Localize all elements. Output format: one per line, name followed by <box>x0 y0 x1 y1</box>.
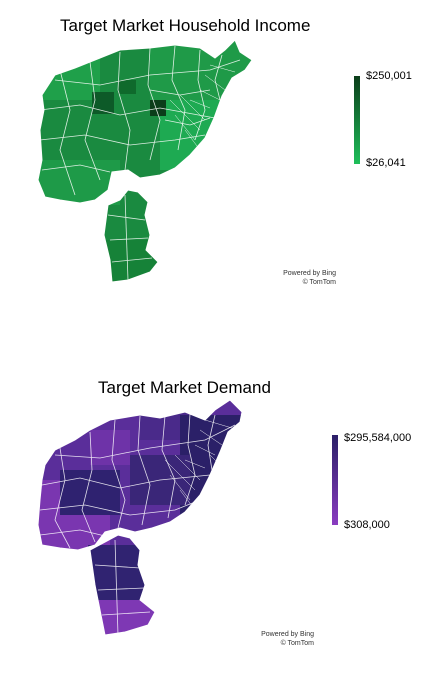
income-attribution-copyright: © TomTom <box>302 279 336 286</box>
income-map-title: Target Market Household Income <box>60 16 311 35</box>
demand-legend-max-label: $295,584,000 <box>344 432 412 444</box>
income-map[interactable] <box>0 0 428 320</box>
income-legend-min-label: $26,041 <box>366 157 406 169</box>
demand-legend-min-label: $308,000 <box>344 519 390 531</box>
demand-map-panel: Target Market Demand <box>0 360 428 678</box>
demand-attribution-copyright: © TomTom <box>280 640 314 647</box>
income-map-panel: Target Market Household Income <box>0 0 428 320</box>
demand-map-title: Target Market Demand <box>98 378 271 397</box>
income-attribution-powered: Powered by Bing <box>283 270 336 277</box>
income-attribution: Powered by Bing © TomTom <box>250 269 336 287</box>
income-legend-bar <box>354 76 360 164</box>
demand-map[interactable] <box>0 360 428 678</box>
demand-attribution-powered: Powered by Bing <box>261 631 314 638</box>
demand-attribution: Powered by Bing © TomTom <box>228 630 314 648</box>
demand-legend-bar <box>332 435 338 525</box>
income-legend-max-label: $250,001 <box>366 70 412 82</box>
